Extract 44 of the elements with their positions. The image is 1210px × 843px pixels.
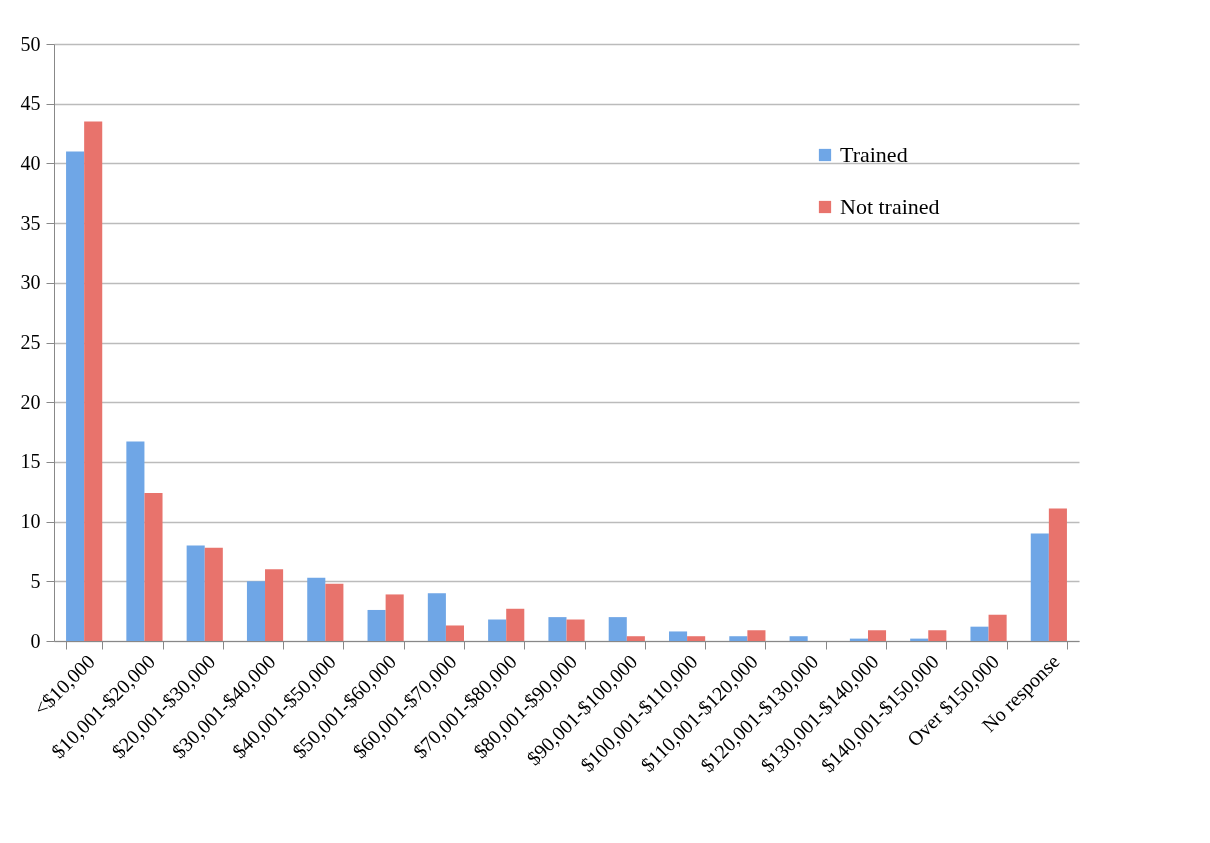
y-tick-label: 5	[30, 569, 41, 592]
bar	[186, 545, 205, 641]
bar	[427, 593, 446, 641]
bar	[325, 583, 344, 641]
bar	[747, 630, 766, 641]
y-tick-label: 0	[30, 629, 41, 652]
bar	[669, 631, 688, 641]
bar	[970, 626, 989, 641]
bar	[566, 619, 585, 641]
y-tick-label: 20	[20, 390, 41, 413]
bar	[385, 594, 404, 641]
bar	[204, 547, 223, 641]
bar	[988, 614, 1007, 641]
bar	[626, 636, 645, 641]
y-tick-label: 10	[20, 510, 41, 533]
y-tick-label: 40	[20, 151, 41, 174]
bar	[608, 617, 627, 641]
legend-label: Not trained	[840, 194, 940, 219]
bar	[307, 577, 326, 641]
y-tick-label: 45	[20, 92, 41, 115]
bar	[66, 151, 85, 641]
y-tick-label: 35	[20, 211, 41, 234]
y-tick-label: 50	[20, 32, 41, 55]
legend-label: Trained	[840, 142, 908, 167]
bar	[729, 636, 748, 641]
bar	[789, 636, 808, 641]
bar	[126, 441, 145, 641]
bar	[1030, 533, 1049, 641]
bar	[928, 630, 947, 641]
y-tick-label: 30	[20, 271, 41, 294]
y-tick-label: 25	[20, 331, 41, 353]
y-tick-label: 15	[20, 450, 41, 473]
bar	[246, 581, 266, 641]
bar	[265, 569, 284, 641]
bar	[506, 608, 525, 641]
bar	[687, 636, 706, 641]
bar	[548, 617, 567, 641]
bar	[84, 121, 103, 641]
bar	[144, 492, 163, 641]
bar	[867, 630, 887, 641]
bar	[445, 625, 464, 641]
bar	[367, 609, 386, 641]
bar	[1048, 508, 1067, 641]
bar	[488, 619, 507, 641]
